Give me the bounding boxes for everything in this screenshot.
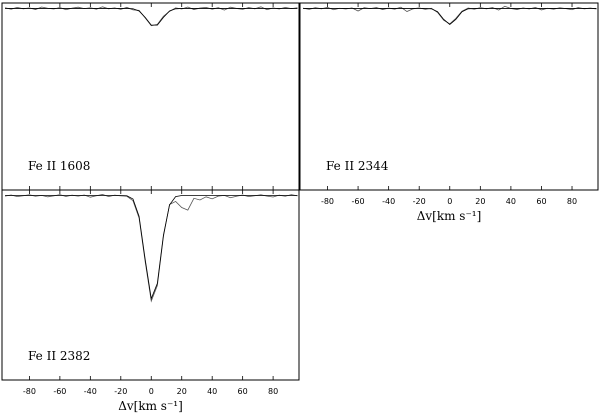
x-tick-label: 60	[536, 197, 546, 206]
x-tick-label: -80	[321, 197, 334, 206]
x-tick-label: -20	[413, 197, 426, 206]
panel-label: Fe II 2344	[326, 159, 389, 173]
x-tick-label: 60	[238, 387, 248, 396]
x-tick-label: 80	[567, 197, 577, 206]
spectrum-line	[4, 6, 298, 27]
x-tick-label: 0	[447, 197, 452, 206]
panel-label: Fe II 2382	[28, 349, 90, 363]
x-axis-label: Δv[km s⁻¹]	[118, 399, 183, 413]
spectrum-line	[4, 194, 298, 303]
panel-frame	[299, 2, 599, 191]
spectrum-line	[5, 195, 298, 301]
x-tick-label: 20	[475, 197, 485, 206]
x-tick-label: -60	[53, 387, 66, 396]
x-tick-label: 40	[506, 197, 516, 206]
x-tick-label: 40	[207, 387, 217, 396]
x-tick-label: -60	[352, 197, 365, 206]
x-tick-label: 20	[177, 387, 187, 396]
x-tick-label: -80	[23, 387, 36, 396]
x-tick-label: -20	[114, 387, 127, 396]
spectrum-line	[302, 5, 597, 25]
x-tick-label: -40	[382, 197, 395, 206]
x-tick-label: 80	[268, 387, 278, 396]
panel-frame	[1, 189, 300, 381]
panel-label: Fe II 1608	[28, 159, 90, 173]
x-tick-label: 0	[149, 387, 154, 396]
x-axis-label: Δv[km s⁻¹]	[417, 209, 482, 223]
x-tick-label: -40	[84, 387, 97, 396]
spectrum-line	[303, 8, 597, 25]
spectrum-line	[5, 8, 298, 26]
